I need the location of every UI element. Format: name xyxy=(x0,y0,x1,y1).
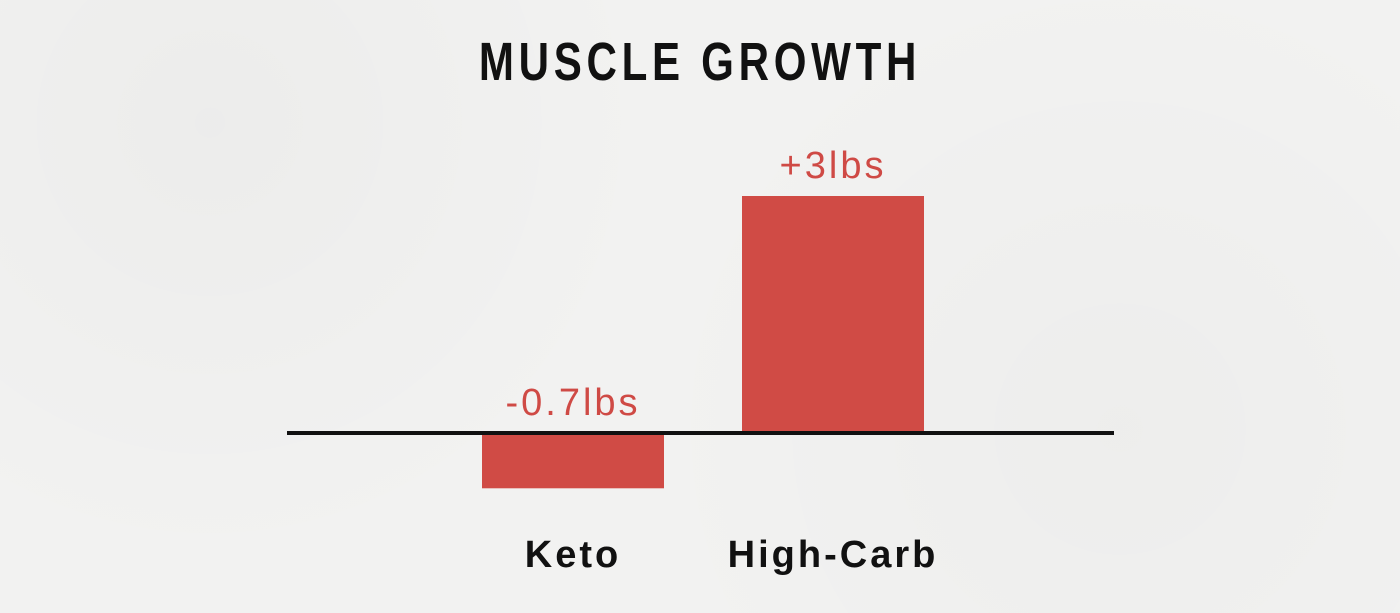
bars-layer xyxy=(482,196,924,489)
chart-title: MUSCLE GROWTH xyxy=(478,32,922,92)
labels-layer: -0.7lbs Keto +3lbs High-Carb xyxy=(505,145,939,576)
bar-high-carb xyxy=(742,196,924,433)
category-label-high-carb: High-Carb xyxy=(728,534,939,576)
data-label-high-carb: +3lbs xyxy=(780,145,887,187)
data-label-keto: -0.7lbs xyxy=(505,382,640,424)
category-label-keto: Keto xyxy=(525,534,621,576)
bar-keto xyxy=(482,433,664,489)
